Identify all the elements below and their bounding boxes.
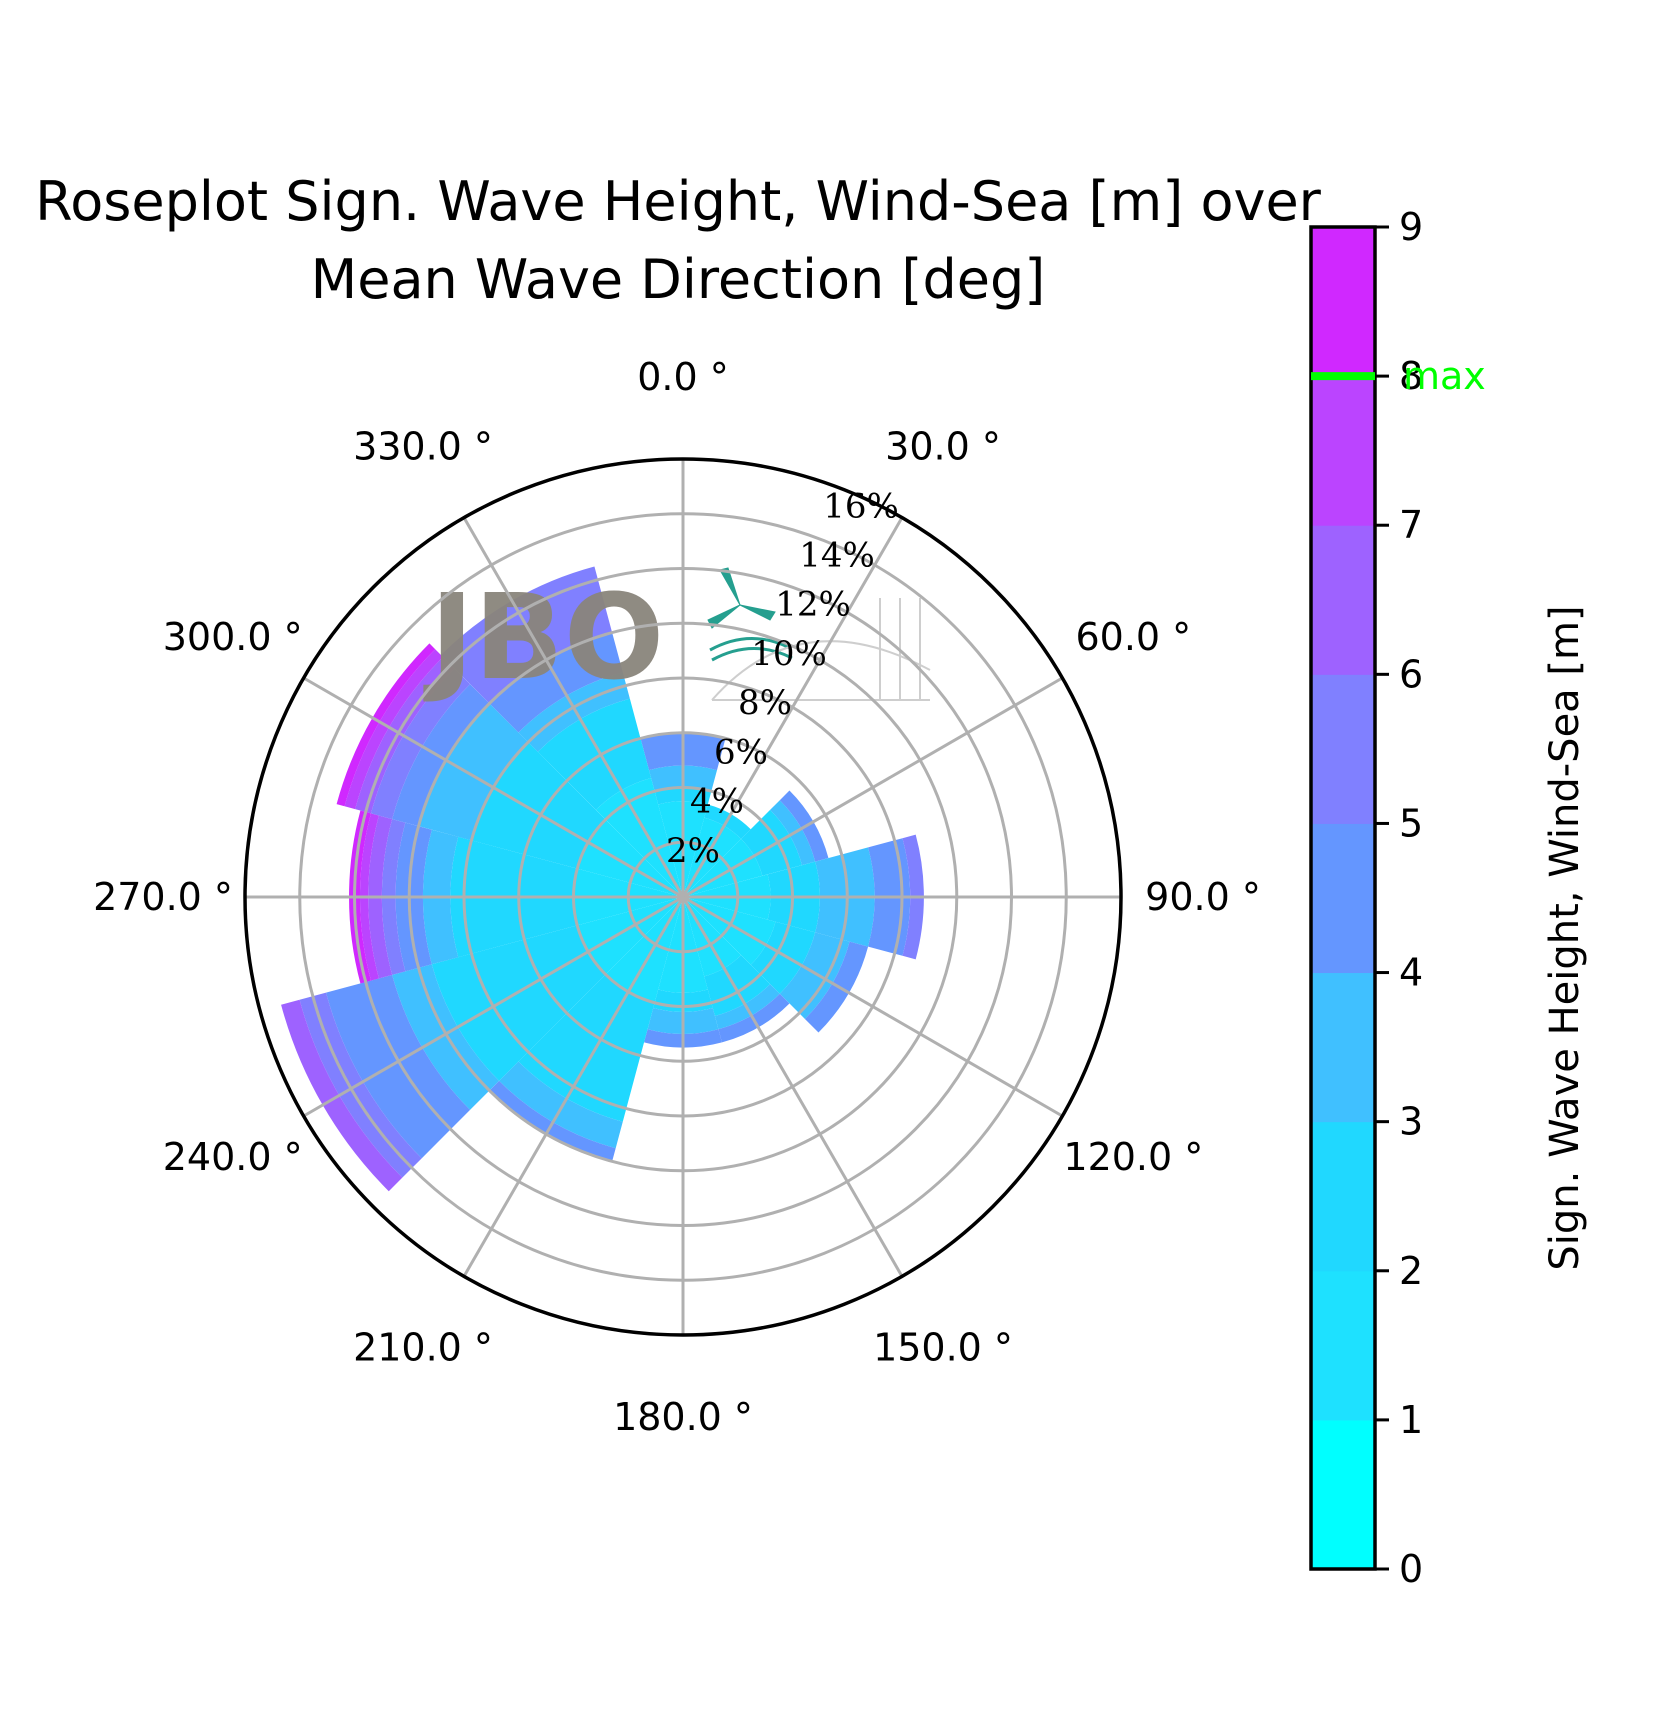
angle-tick-label: 0.0 ° <box>637 355 729 399</box>
sector-bar-segment <box>750 921 816 994</box>
colorbar-tick-label: 7 <box>1399 503 1423 547</box>
sector-bar-segment <box>683 817 742 897</box>
colorbar-segment <box>1311 376 1375 526</box>
sector-bar-segment <box>499 1061 623 1149</box>
sector-bar-segment <box>489 632 623 733</box>
angular-gridline <box>302 676 684 899</box>
sector-bar-segment <box>441 566 613 704</box>
angular-gridline <box>682 676 1064 899</box>
sector-bar-segment <box>577 897 683 975</box>
angular-gridline <box>682 895 1064 1118</box>
angle-tick-label: 90.0 ° <box>1145 875 1261 919</box>
colorbar-segment <box>1311 1419 1375 1570</box>
sector-bar-segment <box>281 999 403 1192</box>
sector-bar-segment <box>683 838 763 897</box>
angle-tick-label: 180.0 ° <box>613 1395 753 1439</box>
sector-bar-segment <box>683 897 742 977</box>
radial-tick-label: 14% <box>799 536 875 576</box>
angle-tick-labels: 0.0 ° 30.0 ° 60.0 ° 90.0 ° 120.0 ° 150.0 ° 180… <box>93 355 1261 1439</box>
chart-title-line-1: Roseplot Sign. Wave Height, Wind-Sea [m]… <box>35 170 1322 233</box>
colorbar-tick-label: 6 <box>1399 652 1423 696</box>
sector-bar-segment <box>605 897 683 1003</box>
sector-bar-segment <box>355 656 455 814</box>
angle-tick-label: 330.0 ° <box>353 425 493 469</box>
sector-bar-segment <box>392 684 490 827</box>
colorbar-segment <box>1311 227 1375 377</box>
sector-bar-segment <box>537 698 652 810</box>
colorbar-axis-label: Sign. Wave Height, Wind-Sea [m] <box>1542 605 1588 1270</box>
radial-tick-label: 4% <box>690 782 744 822</box>
angle-tick-label: 30.0 ° <box>885 425 1001 469</box>
logo-text: JBO <box>423 568 664 706</box>
colorbar-tick-label: 9 <box>1399 205 1423 249</box>
colorbar-segment <box>1311 525 1375 675</box>
sector-bar-segment <box>471 742 606 869</box>
sector-bar-segment <box>359 813 379 981</box>
colorbar-tick-label: 0 <box>1399 1547 1423 1591</box>
colorbar-segment <box>1311 674 1375 824</box>
radial-tick-label: 10% <box>751 634 827 674</box>
colorbar-segment <box>1311 1270 1375 1421</box>
angular-gridline <box>681 516 904 898</box>
polar-grid <box>243 457 1123 1337</box>
sector-bar-segment <box>518 974 655 1122</box>
radial-tick-labels: 2% 4% 6% 8% 10% 12% 14% 16% <box>666 486 899 870</box>
sector-bar-segment <box>577 819 683 897</box>
colorbar-tick-label: 8 <box>1399 354 1423 398</box>
angular-gridline <box>681 896 904 1278</box>
colorbar-tick-label: 1 <box>1399 1398 1423 1442</box>
angle-tick-label: 150.0 ° <box>873 1325 1013 1369</box>
radial-tick-label: 8% <box>738 683 792 723</box>
colorbar-tick-label: 5 <box>1399 801 1423 845</box>
angle-tick-label: 240.0 ° <box>163 1135 303 1179</box>
colorbar-tick-label: 3 <box>1399 1100 1423 1144</box>
colorbar-segment <box>1311 972 1375 1123</box>
colorbar-tick-label: 4 <box>1399 951 1423 995</box>
angle-tick-label: 270.0 ° <box>93 875 233 919</box>
sector-bar-segment <box>489 1080 616 1162</box>
colorbar-segment <box>1311 823 1375 974</box>
angular-gridline <box>302 895 684 1118</box>
colorbar: 0 1 2 3 4 5 6 7 8 9 max Sign. Wave Height, Wind-Sea… <box>1309 205 1588 1591</box>
sector-bar-segment <box>779 932 850 1019</box>
polar-frame <box>243 457 1123 1337</box>
colorbar-max-label: max <box>1403 354 1486 398</box>
radial-tick-label: 12% <box>775 585 851 625</box>
chart-title-line-2: Mean Wave Direction [deg] <box>311 248 1046 311</box>
sector-bar-segment <box>336 643 436 807</box>
angle-tick-label: 300.0 ° <box>163 615 303 659</box>
angle-tick-label: 120.0 ° <box>1063 1135 1203 1179</box>
wind-turbine-icon <box>707 567 793 662</box>
angle-tick-label: 210.0 ° <box>353 1325 493 1369</box>
radial-tick-label: 2% <box>666 831 720 871</box>
sector-bar-segment <box>344 649 443 810</box>
angle-tick-label: 60.0 ° <box>1075 615 1191 659</box>
sector-bar-segment <box>418 703 529 841</box>
angular-gridline <box>462 516 685 898</box>
colorbar-tick-label: 2 <box>1399 1249 1423 1293</box>
sector-bar-segment <box>299 992 422 1178</box>
radial-tick-label: 16% <box>823 486 899 526</box>
colorbar-frame <box>1309 225 1377 1571</box>
jbo-logo-watermark: JBO <box>423 567 931 706</box>
radial-tick-label: 6% <box>714 732 768 772</box>
sector-bar-segment <box>349 810 371 984</box>
angular-gridline <box>462 896 685 1278</box>
sector-bar-segment <box>683 897 776 965</box>
colorbar-segment <box>1311 1121 1375 1272</box>
